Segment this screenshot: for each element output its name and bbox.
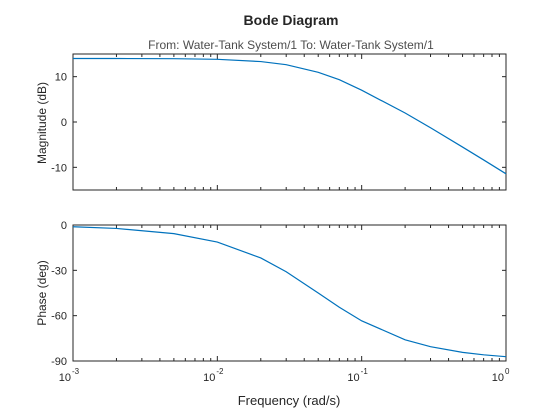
phase-ytick-label: -60 <box>51 311 67 323</box>
xtick-label-exponent: -3 <box>72 367 80 376</box>
phase-axis-label: Phase (deg) <box>35 260 49 325</box>
xtick-label-base: 10 <box>347 372 359 384</box>
magnitude-axis-label: Magnitude (dB) <box>35 82 49 164</box>
xtick-label-exponent: -2 <box>216 367 224 376</box>
frequency-axis-label: Frequency (rad/s) <box>238 393 341 408</box>
chart-title: Bode Diagram <box>244 12 339 28</box>
phase-ytick-label: 0 <box>61 220 67 232</box>
phase-ytick-label: -90 <box>51 356 67 368</box>
xtick-label-exponent: 0 <box>505 367 510 376</box>
magnitude-ytick-label: 10 <box>55 72 67 84</box>
magnitude-ytick-label: 0 <box>61 117 67 129</box>
xtick-label-base: 10 <box>492 372 504 384</box>
phase-series-line <box>72 226 507 358</box>
phase-axes-box <box>72 224 507 362</box>
magnitude-panel: 10 0 -10 Magnitude (dB) <box>35 53 507 191</box>
magnitude-axes-box <box>72 53 507 191</box>
magnitude-series-line <box>73 57 507 175</box>
xtick-label-exponent: -1 <box>361 367 369 376</box>
xtick-label-base: 10 <box>59 372 71 384</box>
magnitude-ticks: 10 0 -10 <box>51 54 507 190</box>
chart-subtitle: From: Water-Tank System/1 To: Water-Tank… <box>148 38 434 52</box>
xtick-label-base: 10 <box>203 372 215 384</box>
phase-ytick-label: -30 <box>51 265 67 277</box>
magnitude-ytick-label: -10 <box>51 162 67 174</box>
